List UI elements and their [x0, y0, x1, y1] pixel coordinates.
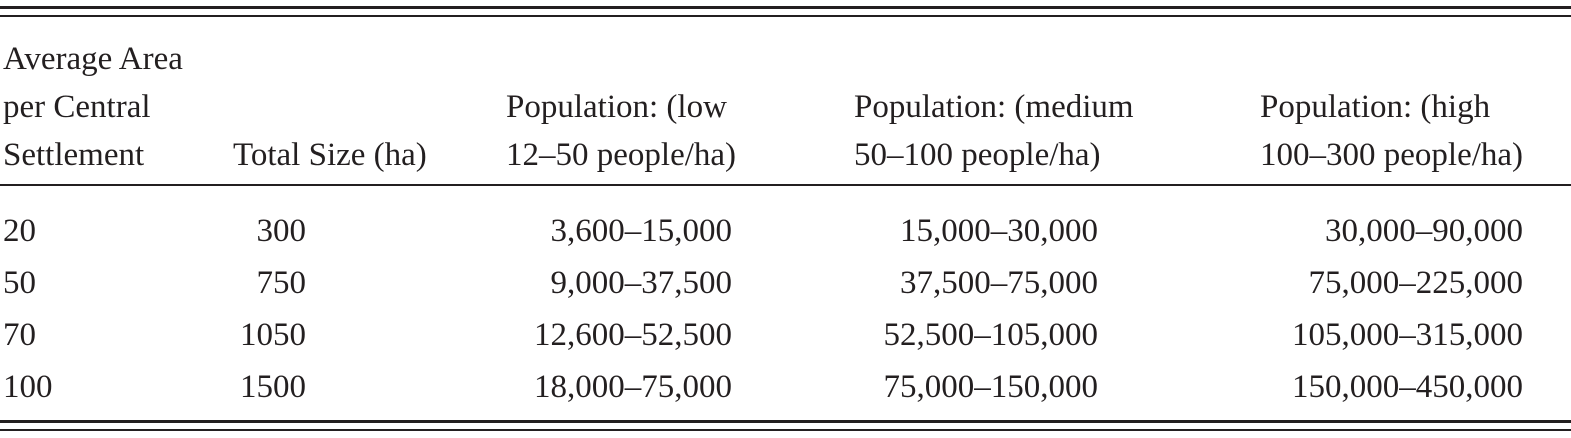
header-pop-high-line2: 100–300 people/ha) — [1260, 137, 1524, 173]
cell-total-size: 1050 — [240, 317, 306, 353]
cell-pop-medium: 75,000–150,000 — [883, 369, 1099, 405]
cell-avg-area: 50 — [3, 265, 36, 301]
cell-avg-area: 100 — [3, 369, 53, 405]
header-pop-high-line1: Population: (high — [1260, 89, 1491, 125]
top-rule-inner — [0, 15, 1571, 17]
cell-avg-area: 70 — [3, 317, 36, 353]
bottom-rule — [0, 420, 1571, 423]
cell-pop-medium: 15,000–30,000 — [900, 213, 1098, 249]
cell-pop-medium: 37,500–75,000 — [900, 265, 1098, 301]
header-total-size: Total Size (ha) — [233, 137, 427, 173]
cell-pop-high: 105,000–315,000 — [1292, 317, 1523, 353]
cell-avg-area: 20 — [3, 213, 36, 249]
header-pop-medium-line1: Population: (medium — [854, 89, 1134, 125]
cell-pop-low: 12,600–52,500 — [534, 317, 732, 353]
header-avg-area-line1: Average Area — [3, 41, 183, 77]
header-avg-area-line2: per Central — [3, 89, 151, 125]
cell-total-size: 300 — [256, 213, 307, 249]
header-rule — [0, 184, 1571, 186]
header-avg-area-line3: Settlement — [3, 137, 145, 173]
cell-pop-high: 150,000–450,000 — [1292, 369, 1523, 405]
cell-pop-medium: 52,500–105,000 — [883, 317, 1099, 353]
cell-total-size: 1500 — [240, 369, 306, 405]
cell-pop-low: 9,000–37,500 — [550, 265, 733, 301]
header-pop-low-line1: Population: (low — [506, 89, 727, 125]
cell-pop-high: 75,000–225,000 — [1308, 265, 1524, 301]
cell-pop-high: 30,000–90,000 — [1325, 213, 1523, 249]
top-rule — [0, 6, 1571, 9]
cell-total-size: 750 — [256, 265, 307, 301]
header-pop-medium-line2: 50–100 people/ha) — [854, 137, 1101, 173]
header-pop-low-line2: 12–50 people/ha) — [506, 137, 737, 173]
cell-pop-low: 3,600–15,000 — [550, 213, 733, 249]
bottom-rule-inner — [0, 429, 1571, 431]
cell-pop-low: 18,000–75,000 — [534, 369, 732, 405]
